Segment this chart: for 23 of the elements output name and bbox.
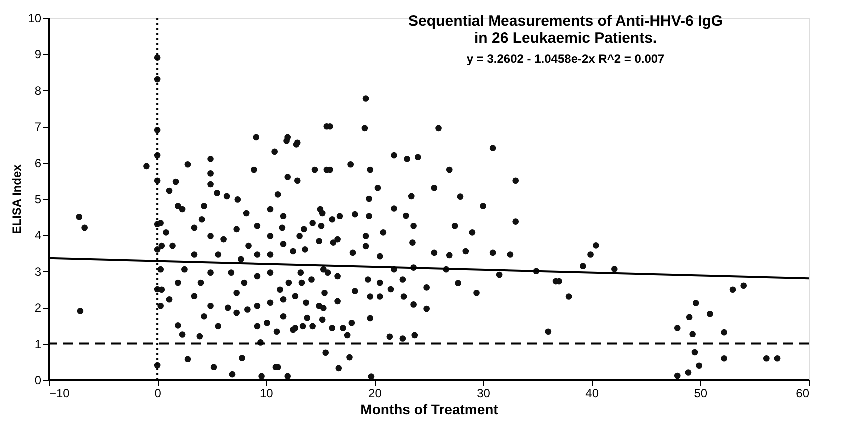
x-tick-label: 0 — [154, 386, 162, 400]
x-tick-label: 50 — [694, 386, 708, 400]
x-tick-label: 60 — [796, 386, 810, 400]
y-tick-label: 9 — [34, 48, 42, 62]
y-axis-title: ELISA Index — [10, 164, 24, 234]
y-tick-label: 8 — [34, 84, 42, 98]
x-tick-label: 30 — [477, 386, 491, 400]
x-tick-label: −10 — [50, 386, 70, 400]
y-tick-label: 10 — [28, 12, 42, 26]
y-tick-label: 3 — [34, 264, 42, 279]
y-tick-label: 2 — [34, 301, 42, 316]
x-tick-label: 40 — [586, 386, 600, 400]
y-tick-label: 0 — [34, 374, 42, 388]
x-axis-title: Months of Treatment — [360, 402, 499, 418]
y-tick-label: 5 — [34, 192, 42, 206]
y-tick-label: 7 — [34, 120, 42, 134]
text: y = 3.2602 - 1.0458e-2x R^2 = 0.007 — [466, 52, 666, 66]
y-tick-label: 4 — [34, 228, 42, 243]
x-tick-label: 10 — [260, 386, 274, 400]
y-tick-label: 1 — [34, 337, 42, 352]
chart-title: Sequential Measurements of Anti-HHV-6 IgG in 26 Leukaemic Patients. — [408, 13, 724, 47]
y-tick-label: 6 — [34, 156, 42, 170]
x-tick-label: 20 — [368, 386, 382, 400]
